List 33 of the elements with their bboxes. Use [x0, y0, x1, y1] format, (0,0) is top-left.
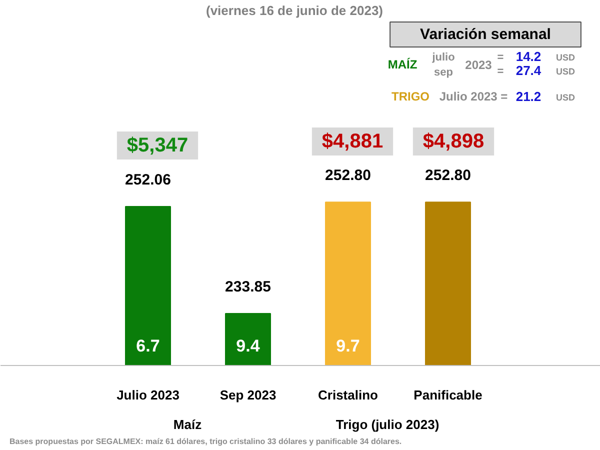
text: 27.4 [516, 63, 542, 78]
x-tick-label: Sep 2023 [220, 388, 276, 402]
annotation: $4,881 [322, 130, 384, 152]
text: Variación semanal [420, 26, 551, 43]
text: USD [556, 66, 576, 76]
text: Maíz [173, 417, 202, 432]
text: USD [556, 52, 576, 62]
annotation: 6.7 [136, 336, 160, 356]
text: MAÍZ [388, 58, 418, 72]
data-label: 252.80 [325, 167, 371, 184]
text: Bases propuestas por SEGALMEX: maíz 61 dólares, trigo cristalino 33 dólares y panificable 34 dólares. [10, 437, 402, 446]
text: Julio 2023 = [439, 90, 508, 104]
text: Trigo (julio 2023) [336, 417, 440, 432]
x-tick-label: Panificable [414, 388, 482, 402]
data-label: 252.06 [125, 172, 171, 189]
text: 14.2 [516, 49, 542, 64]
text: = [497, 66, 504, 78]
text: TRIGO [392, 90, 430, 104]
data-label: 252.80 [425, 167, 471, 184]
text: USD [556, 92, 576, 102]
data-label: 233.85 [225, 278, 271, 296]
annotation: 9.4 [236, 336, 260, 356]
annotation: $5,347 [126, 134, 188, 156]
annotation: 9.7 [336, 336, 360, 356]
text: sep [434, 66, 454, 78]
annotation: $4,898 [422, 130, 484, 152]
text: 21.2 [516, 89, 542, 104]
text: 2023 [465, 58, 492, 72]
chart-subtitle: (viernes 16 de junio de 2023) [206, 3, 384, 18]
text: = [497, 52, 504, 64]
text: julio [431, 52, 456, 64]
x-tick-label: Cristalino [318, 388, 378, 402]
x-tick-label: Julio 2023 [116, 388, 180, 402]
